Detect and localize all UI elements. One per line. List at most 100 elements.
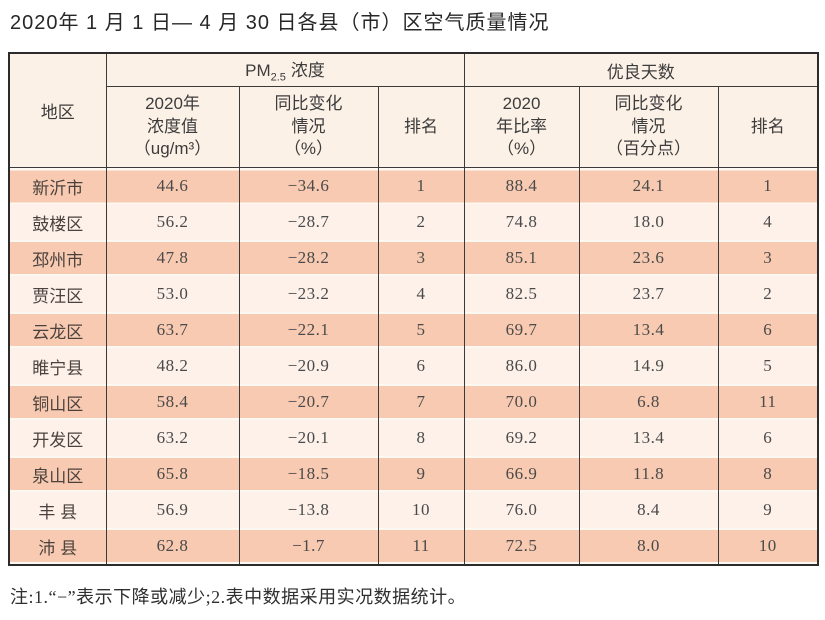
cell-good-change: 14.9 xyxy=(578,348,719,384)
table-row: 贾汪区 53.0 −23.2 4 82.5 23.7 2 xyxy=(8,276,819,312)
cell-pm-change: −22.1 xyxy=(238,312,379,348)
table-row: 丰 县 56.9 −13.8 10 76.0 8.4 9 xyxy=(8,492,819,528)
cell-pm-rank: 3 xyxy=(377,240,465,276)
cell-good-ratio: 74.8 xyxy=(463,204,580,240)
cell-region: 邳州市 xyxy=(8,240,107,276)
cell-region: 铜山区 xyxy=(8,384,107,420)
air-quality-table: 地区 PM2.5 浓度 优良天数 2020年 浓度值 （ug/m³） 同比变化 情… xyxy=(8,52,820,566)
cell-pm-value: 48.2 xyxy=(105,348,240,384)
cell-good-rank: 9 xyxy=(717,492,819,528)
header-group-good-days: 优良天数 xyxy=(463,52,819,87)
table-row: 沛 县 62.8 −1.7 11 72.5 8.0 10 xyxy=(8,528,819,565)
cell-good-ratio: 69.7 xyxy=(463,312,580,348)
cell-pm-rank: 7 xyxy=(377,384,465,420)
table-row: 邳州市 47.8 −28.2 3 85.1 23.6 3 xyxy=(8,240,819,276)
cell-pm-rank: 5 xyxy=(377,312,465,348)
cell-pm-change: −1.7 xyxy=(238,528,379,565)
table-row: 鼓楼区 56.2 −28.7 2 74.8 18.0 4 xyxy=(8,204,819,240)
cell-pm-change: −34.6 xyxy=(238,167,379,204)
header-good-rank: 排名 xyxy=(717,86,819,168)
table-row: 云龙区 63.7 −22.1 5 69.7 13.4 6 xyxy=(8,312,819,348)
cell-pm-value: 47.8 xyxy=(105,240,240,276)
header-sub-row: 2020年 浓度值 （ug/m³） 同比变化 情况 （%） 排名 2020 年比… xyxy=(9,86,819,168)
header-good-ratio: 2020 年比率 （%） xyxy=(463,86,580,168)
cell-good-ratio: 86.0 xyxy=(463,348,580,384)
header-pm-value: 2020年 浓度值 （ug/m³） xyxy=(105,86,240,168)
cell-good-rank: 3 xyxy=(717,240,819,276)
cell-good-rank: 10 xyxy=(717,528,819,565)
cell-good-change: 11.8 xyxy=(578,456,719,492)
cell-pm-change: −28.7 xyxy=(238,204,379,240)
cell-pm-value: 63.2 xyxy=(105,420,240,456)
cell-good-ratio: 85.1 xyxy=(463,240,580,276)
cell-good-rank: 1 xyxy=(717,167,819,204)
cell-pm-change: −23.2 xyxy=(238,276,379,312)
cell-pm-value: 65.8 xyxy=(105,456,240,492)
footnote: 注:1.“−”表示下降或减少;2.表中数据采用实况数据统计。 xyxy=(10,587,467,607)
cell-pm-rank: 8 xyxy=(377,420,465,456)
cell-good-rank: 6 xyxy=(717,420,819,456)
table-row: 铜山区 58.4 −20.7 7 70.0 6.8 11 xyxy=(8,384,819,420)
cell-pm-rank: 1 xyxy=(377,167,465,204)
page-title: 2020年 1 月 1 日— 4 月 30 日各县（市）区空气质量情况 xyxy=(10,12,550,34)
cell-good-rank: 5 xyxy=(717,348,819,384)
table-body: 新沂市 44.6 −34.6 1 88.4 24.1 1 鼓楼区 56.2 −2… xyxy=(8,167,819,565)
table-header: 地区 PM2.5 浓度 优良天数 2020年 浓度值 （ug/m³） 同比变化 情… xyxy=(8,52,819,168)
cell-good-change: 8.4 xyxy=(578,492,719,528)
cell-pm-change: −20.7 xyxy=(238,384,379,420)
cell-pm-rank: 11 xyxy=(377,528,465,565)
table-row: 泉山区 65.8 −18.5 9 66.9 11.8 8 xyxy=(8,456,819,492)
cell-good-change: 13.4 xyxy=(578,312,719,348)
table-row: 睢宁县 48.2 −20.9 6 86.0 14.9 5 xyxy=(8,348,819,384)
cell-good-ratio: 76.0 xyxy=(463,492,580,528)
cell-pm-value: 63.7 xyxy=(105,312,240,348)
cell-good-rank: 2 xyxy=(717,276,819,312)
cell-good-rank: 11 xyxy=(717,384,819,420)
cell-good-rank: 6 xyxy=(717,312,819,348)
cell-pm-value: 44.6 xyxy=(105,167,240,204)
cell-pm-rank: 2 xyxy=(377,204,465,240)
cell-pm-rank: 4 xyxy=(377,276,465,312)
header-good-change: 同比变化 情况 （百分点） xyxy=(578,86,719,168)
cell-good-ratio: 66.9 xyxy=(463,456,580,492)
cell-pm-rank: 6 xyxy=(377,348,465,384)
cell-good-ratio: 72.5 xyxy=(463,528,580,565)
cell-region: 鼓楼区 xyxy=(8,204,107,240)
cell-region: 沛 县 xyxy=(8,528,107,565)
table-row: 开发区 63.2 −20.1 8 69.2 13.4 6 xyxy=(8,420,819,456)
cell-good-change: 24.1 xyxy=(578,167,719,204)
cell-good-change: 23.7 xyxy=(578,276,719,312)
cell-good-change: 8.0 xyxy=(578,528,719,565)
header-group-pm25: PM2.5 浓度 xyxy=(105,52,465,87)
cell-pm-change: −18.5 xyxy=(238,456,379,492)
cell-region: 贾汪区 xyxy=(8,276,107,312)
cell-pm-value: 58.4 xyxy=(105,384,240,420)
cell-good-change: 6.8 xyxy=(578,384,719,420)
cell-pm-value: 62.8 xyxy=(105,528,240,565)
cell-pm-change: −13.8 xyxy=(238,492,379,528)
cell-pm-rank: 9 xyxy=(377,456,465,492)
cell-pm-value: 56.2 xyxy=(105,204,240,240)
cell-pm-change: −20.1 xyxy=(238,420,379,456)
cell-good-ratio: 88.4 xyxy=(463,167,580,204)
pm25-label: PM2.5 浓度 xyxy=(245,61,325,84)
cell-good-ratio: 82.5 xyxy=(463,276,580,312)
cell-region: 泉山区 xyxy=(8,456,107,492)
cell-region: 云龙区 xyxy=(8,312,107,348)
cell-region: 丰 县 xyxy=(8,492,107,528)
cell-pm-change: −28.2 xyxy=(238,240,379,276)
cell-pm-rank: 10 xyxy=(377,492,465,528)
table-row: 新沂市 44.6 −34.6 1 88.4 24.1 1 xyxy=(8,167,819,204)
header-pm-change: 同比变化 情况 （%） xyxy=(238,86,379,168)
header-region: 地区 xyxy=(8,52,107,168)
cell-pm-value: 53.0 xyxy=(105,276,240,312)
header-group-row: 地区 PM2.5 浓度 优良天数 xyxy=(8,52,819,168)
cell-good-change: 13.4 xyxy=(578,420,719,456)
cell-good-change: 18.0 xyxy=(578,204,719,240)
cell-region: 开发区 xyxy=(8,420,107,456)
cell-pm-value: 56.9 xyxy=(105,492,240,528)
cell-good-ratio: 70.0 xyxy=(463,384,580,420)
cell-good-rank: 4 xyxy=(717,204,819,240)
cell-region: 睢宁县 xyxy=(8,348,107,384)
